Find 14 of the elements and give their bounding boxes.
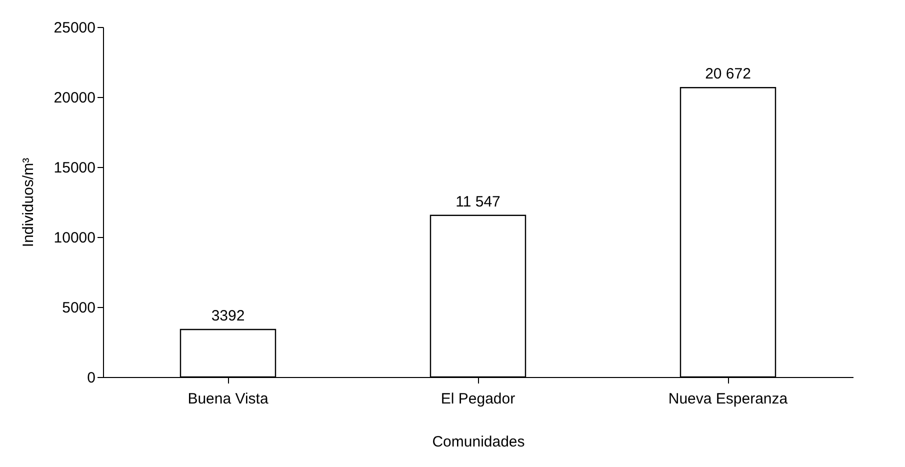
data-label: 11 547 (456, 193, 500, 210)
y-tick-label: 25000 (54, 20, 96, 36)
y-axis-title: Individuos/m³ (20, 158, 37, 248)
y-tick-label: 10000 (54, 230, 96, 246)
data-label: 3392 (211, 308, 245, 325)
y-tick-label: 20000 (54, 90, 96, 106)
x-tick-label: Nueva Esperanza (668, 390, 788, 408)
x-tick-label: El Pegador (440, 390, 516, 408)
data-label: 20 672 (705, 66, 751, 83)
x-tick-label: Buena Vista (188, 390, 269, 408)
y-tick-label: 5000 (62, 300, 96, 316)
y-tick-label: 0 (87, 370, 96, 386)
x-axis-title: Comunidades (432, 434, 525, 450)
y-tick-label: 15000 (54, 160, 96, 176)
